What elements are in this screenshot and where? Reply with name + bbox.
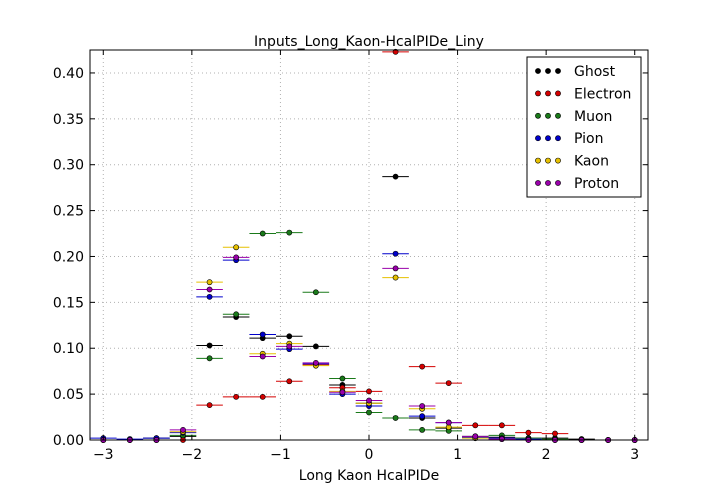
legend-marker [535, 68, 541, 74]
legend-marker [535, 180, 541, 186]
data-point [419, 403, 426, 409]
data-point [286, 229, 293, 236]
data-point [419, 363, 426, 370]
legend-marker [545, 68, 551, 74]
y-tick-label: 0.05 [53, 387, 84, 403]
data-point [312, 343, 319, 350]
series-muon [90, 229, 648, 443]
data-point [286, 333, 293, 340]
y-tick-label: 0.00 [53, 433, 84, 449]
legend-label: Pion [574, 131, 603, 147]
data-point [445, 419, 452, 426]
y-tick-label: 0.40 [53, 66, 84, 82]
y-tick-label: 0.25 [53, 204, 84, 220]
legend-entry: Proton [535, 176, 619, 192]
data-point [419, 427, 426, 433]
legend-entry: Electron [535, 86, 631, 102]
legend-entry: Pion [535, 131, 603, 147]
data-point [233, 393, 240, 400]
data-point [259, 230, 266, 237]
legend-label: Kaon [574, 154, 609, 170]
legend: Ghost Electron Muon Pion Kaon Proton [526, 56, 642, 198]
x-tick-label: 3 [630, 447, 639, 463]
legend-marker [535, 90, 541, 97]
data-point [392, 415, 399, 421]
data-point [366, 388, 372, 395]
x-tick-label: 2 [542, 447, 551, 463]
data-point [366, 397, 372, 404]
x-tick-label: 0 [365, 447, 374, 463]
x-axis-title: Long Kaon HcalPIDe [299, 468, 439, 484]
y-tick-label: 0.15 [53, 295, 84, 311]
data-point [206, 279, 213, 286]
data-point [180, 427, 186, 433]
legend-marker [545, 157, 551, 164]
data-point [286, 343, 293, 350]
data-point [286, 378, 293, 385]
data-point [339, 389, 346, 396]
data-point [392, 265, 399, 272]
legend-marker [555, 157, 561, 164]
legend-marker [545, 112, 551, 119]
legend-marker [555, 112, 561, 119]
legend-label: Ghost [574, 64, 616, 80]
data-point [312, 289, 319, 296]
data-point [392, 274, 399, 281]
data-point [206, 342, 213, 349]
legend-label: Proton [574, 176, 619, 192]
legend-marker [555, 135, 561, 142]
legend-marker [545, 135, 551, 142]
data-point [233, 311, 240, 318]
data-point [472, 422, 479, 429]
data-point [206, 286, 213, 293]
data-point [339, 375, 346, 382]
x-tick-label: −3 [93, 447, 114, 463]
data-point [206, 293, 213, 300]
data-point [233, 254, 240, 261]
data-point [392, 48, 399, 55]
x-tick-label: 1 [453, 447, 462, 463]
legend-label: Electron [574, 86, 631, 102]
data-point [525, 429, 532, 436]
legend-marker [555, 180, 561, 186]
legend-entry: Kaon [535, 154, 609, 170]
data-point [498, 422, 505, 429]
legend-marker [545, 90, 551, 97]
y-tick-label: 0.30 [53, 158, 84, 174]
data-point [312, 360, 319, 366]
legend-marker [555, 68, 561, 74]
legend-marker [535, 157, 541, 164]
legend-entry: Ghost [535, 64, 616, 80]
data-point [445, 380, 452, 387]
y-tick-label: 0.20 [53, 249, 84, 265]
axes: −3 −2 −1 0 1 2 3 0.00 0.05 0.10 0.15 0.20 0.25 0.30 0.… [53, 50, 648, 463]
data-point [206, 355, 213, 362]
chart-title: Inputs_Long_Kaon-HcalPIDe_Liny [254, 34, 484, 50]
data-point [259, 393, 266, 400]
y-tick-label: 0.35 [53, 112, 84, 128]
data-point [498, 436, 505, 442]
data-point [552, 430, 558, 437]
legend-marker [535, 135, 541, 142]
data-point [259, 331, 266, 338]
data-point [472, 433, 479, 440]
data-point [392, 250, 399, 257]
data-point [233, 244, 240, 251]
legend-marker [535, 112, 541, 119]
data-point [206, 402, 213, 409]
data-point [419, 413, 426, 420]
data-point [259, 353, 266, 360]
legend-box [526, 56, 642, 198]
x-tick-label: −2 [182, 447, 203, 463]
legend-marker [545, 180, 551, 186]
legend-entry: Muon [535, 109, 612, 125]
legend-label: Muon [574, 109, 612, 125]
y-tick-label: 0.10 [53, 341, 84, 357]
legend-marker [555, 90, 561, 97]
data-point [366, 409, 372, 416]
data-point [392, 173, 399, 180]
x-tick-label: −1 [270, 447, 291, 463]
